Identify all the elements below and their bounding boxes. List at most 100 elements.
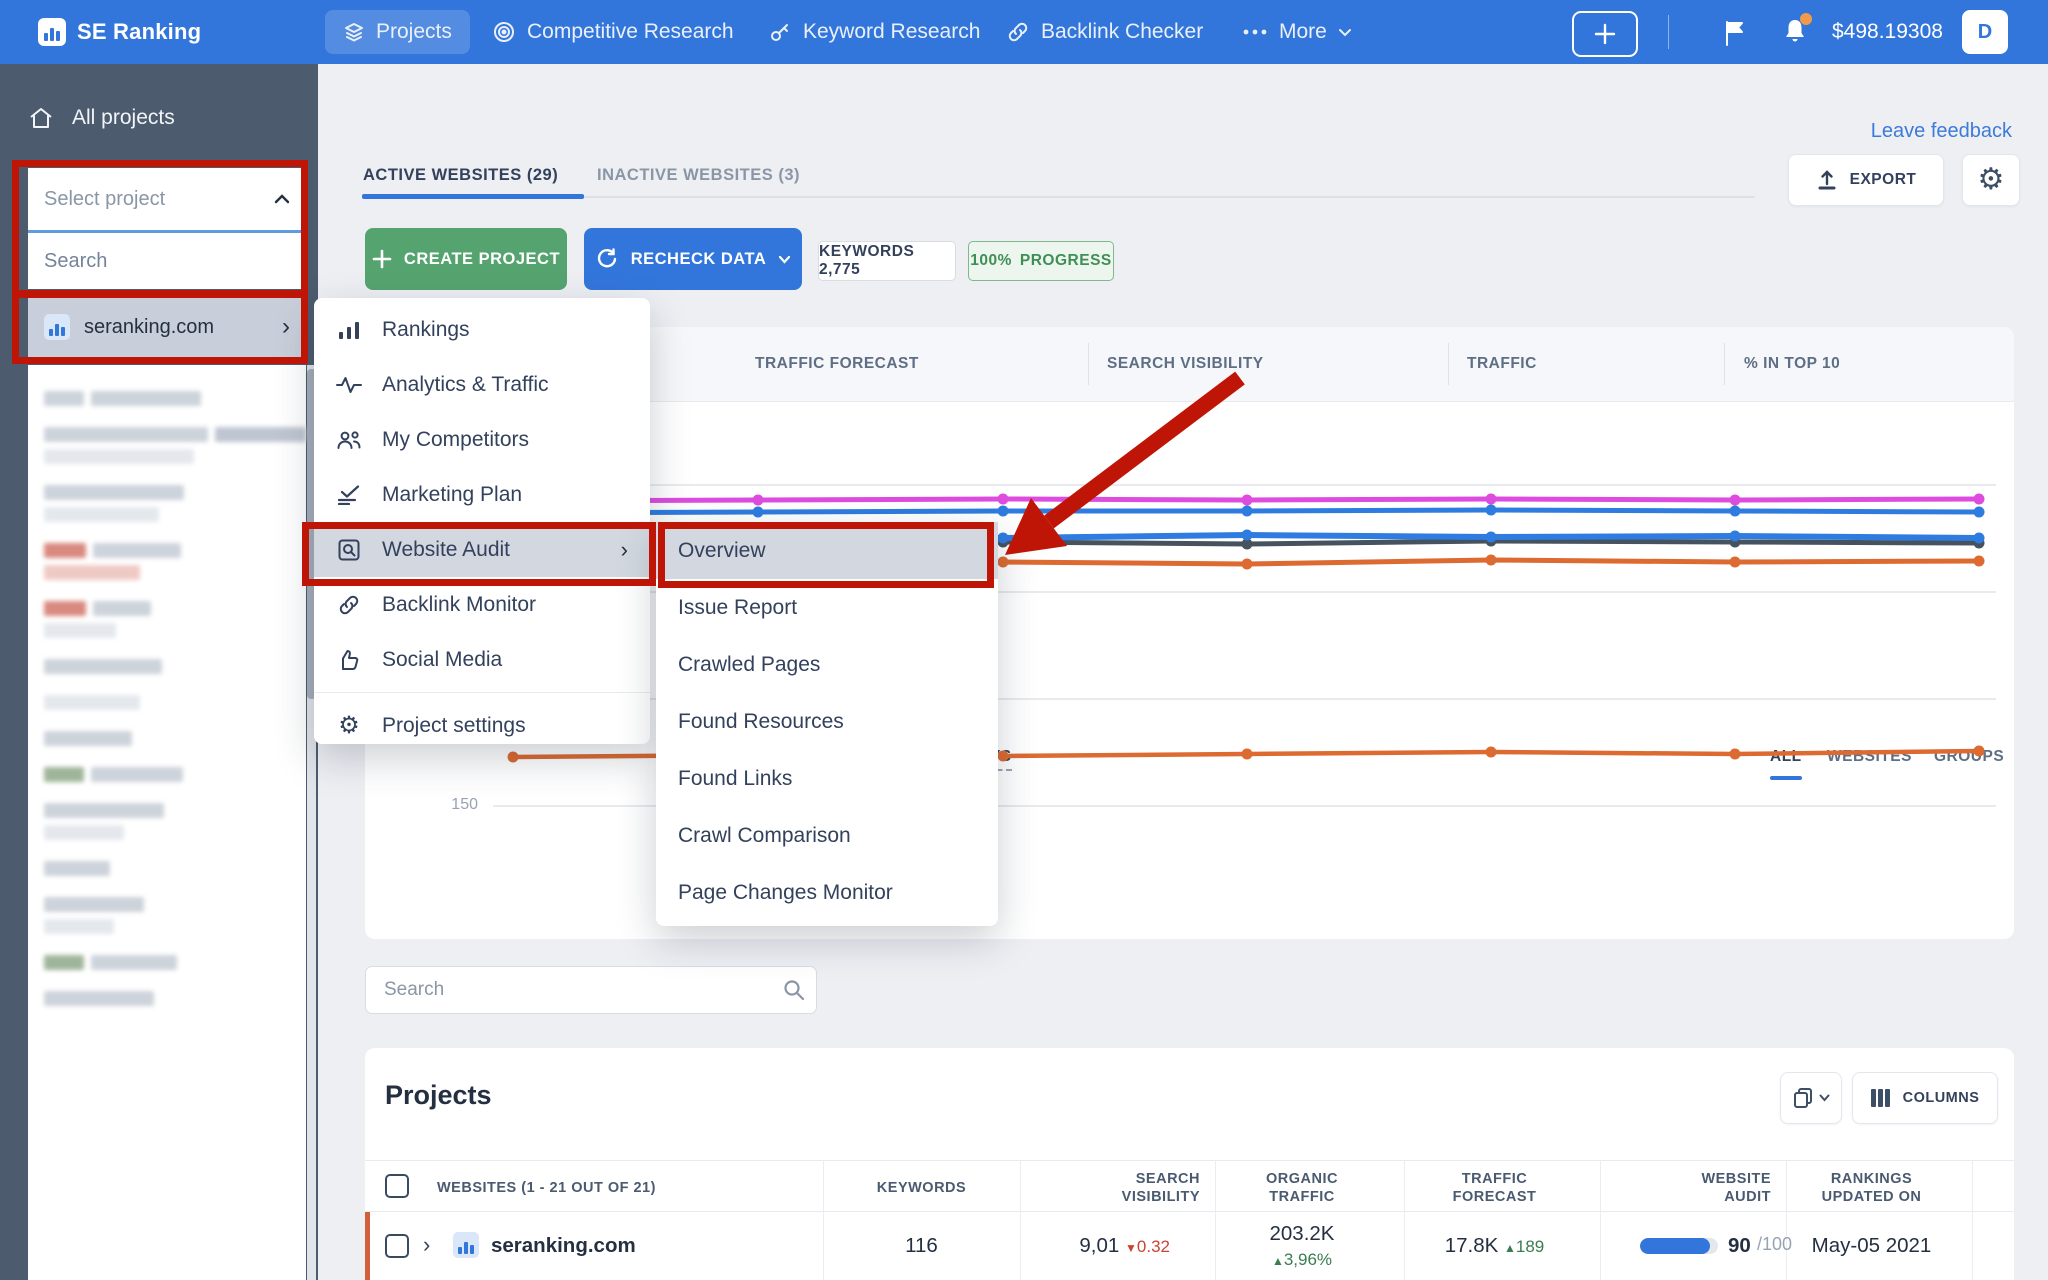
col-organic-traffic[interactable]: ORGANIC TRAFFIC [1266,1171,1338,1206]
settings-button[interactable]: ⚙ [1962,154,2020,206]
sv-delta: ▼0.32 [1125,1237,1170,1256]
col-keywords[interactable]: KEYWORDS [876,1180,967,1196]
select-project-dropdown[interactable]: Select project [28,168,306,230]
ot-delta-value: 3,96% [1283,1249,1333,1269]
column-divider [1215,1160,1216,1280]
nav-item-projects[interactable]: Projects [325,10,470,54]
balance-value: $498.19308 [1832,20,1943,43]
menu-item-my-competitors[interactable]: My Competitors [314,412,650,467]
add-button[interactable] [1572,11,1638,57]
col-rankings-updated[interactable]: RANKINGS UPDATED ON [1821,1171,1922,1206]
row-checkbox[interactable] [385,1234,409,1258]
app-logo[interactable]: SE Ranking [38,0,201,64]
col-website-audit[interactable]: WEBSITE AUDIT [1701,1171,1771,1206]
col-search-visibility[interactable]: SEARCH VISIBILITY [1121,1171,1200,1206]
row-expander[interactable]: › [423,1232,431,1257]
progress-value: 100% [970,252,1012,269]
chevron-down-icon [778,255,791,264]
menu-item-marketing-plan[interactable]: Marketing Plan [314,467,650,522]
columns-label: COLUMNS [1902,1090,1980,1106]
export-label: EXPORT [1849,171,1917,188]
menu-item-label: Backlink Monitor [382,592,537,616]
blurred-project-item [44,803,306,840]
tf-value: 17.8K [1444,1234,1499,1257]
sidebar-item-all-projects[interactable]: All projects [28,106,175,130]
chainlink-icon [336,593,362,617]
scrollbar-track[interactable] [307,365,316,1280]
submenu-item-found-links[interactable]: Found Links [678,766,793,790]
all-projects-label: All projects [72,106,175,129]
nav-item-keyword-research[interactable]: Keyword Research [768,0,980,64]
notification-badge [1800,13,1812,25]
copy-icon [1793,1087,1813,1109]
scope-tab-groups[interactable]: GROUPS [1934,748,2005,765]
nav-item-more[interactable]: More [1242,0,1352,64]
nav-label: Keyword Research [803,20,981,43]
submenu-item-crawl-comparison[interactable]: Crawl Comparison [678,823,851,847]
project-search-input[interactable] [28,233,306,289]
upload-icon [1816,169,1838,191]
submenu-item-found-resources[interactable]: Found Resources [678,709,844,733]
blurred-project-item [44,695,306,710]
col-traffic-forecast[interactable]: TRAFFIC FORECAST [1452,1171,1537,1206]
chart-tab-traffic[interactable]: TRAFFIC [1467,355,1537,372]
flag-icon[interactable] [1722,19,1748,47]
scope-active-underline [1770,776,1802,780]
nav-item-backlink-checker[interactable]: Backlink Checker [1006,0,1203,64]
recheck-data-button[interactable]: RECHECK DATA [584,228,802,290]
chart-tab--in-top-10[interactable]: % IN TOP 10 [1744,355,1841,372]
search-icon [782,978,806,1002]
menu-item-project-settings[interactable]: ⚙ Project settings [314,698,650,753]
blurred-project-item [44,731,306,746]
submenu-item-crawled-pages[interactable]: Crawled Pages [678,652,821,676]
submenu-item-issue-report[interactable]: Issue Report [678,595,798,619]
menu-item-social-media[interactable]: Social Media [314,632,650,687]
chart-tab-search-visibility[interactable]: SEARCH VISIBILITY [1107,355,1264,372]
tab-inactive-websites[interactable]: INACTIVE WEBSITES (3) [597,166,801,184]
chart-tab-traffic-forecast[interactable]: TRAFFIC FORECAST [755,355,919,372]
row-search-visibility: 9,01 ▼0.32 [1020,1234,1170,1258]
blurred-project-item [44,601,306,638]
keywords-count-badge: KEYWORDS 2,775 [818,241,956,281]
projects-sidebar: All projects Select project seranking.co… [0,64,318,1280]
gear-icon: ⚙ [1977,163,2005,196]
leave-feedback-link[interactable]: Leave feedback [1870,120,2012,142]
submenu-item-overview[interactable]: Overview [656,522,998,579]
websites-search-input[interactable] [365,966,817,1014]
column-divider [823,1160,824,1280]
tab-active-websites[interactable]: ACTIVE WEBSITES (29) [363,166,559,184]
menu-item-label: Website Audit [382,537,511,561]
row-keywords: 116 [905,1234,938,1257]
account-balance[interactable]: $498.19308 [1832,0,1943,64]
col-websites[interactable]: WEBSITES (1 - 21 out of 21) [437,1180,656,1196]
menu-item-website-audit[interactable]: Website Audit › [314,522,650,577]
export-button[interactable]: EXPORT [1788,154,1944,206]
menu-item-backlink-monitor[interactable]: Backlink Monitor [314,577,650,632]
selected-project-name: seranking.com [84,315,215,338]
plan-icon [336,484,362,505]
columns-button[interactable]: COLUMNS [1852,1072,1998,1124]
notifications-bell[interactable] [1782,13,1812,47]
scope-tab-all[interactable]: ALL [1770,748,1802,765]
select-all-checkbox[interactable] [385,1174,409,1198]
ot-value: 203.2K [1269,1222,1335,1245]
top-navigation-bar: SE Ranking Projects Competitive Research… [0,0,2048,64]
active-tab-underline [362,194,584,199]
create-project-button[interactable]: CREATE PROJECT [365,228,567,290]
menu-divider [314,692,650,693]
people-icon [336,430,362,450]
avatar[interactable]: D [1962,10,2008,54]
menu-item-label: Analytics & Traffic [382,372,549,396]
tf-delta: ▲189 [1504,1237,1544,1256]
submenu-item-page-changes-monitor[interactable]: Page Changes Monitor [678,880,893,904]
menu-item-rankings[interactable]: Rankings [314,302,650,357]
row-audit-score: 90 [1728,1234,1751,1257]
nav-item-competitive-research[interactable]: Competitive Research [492,0,734,64]
copy-view-button[interactable] [1780,1072,1842,1124]
selected-project-item[interactable]: seranking.com › [28,296,306,358]
scrollbar-thumb[interactable] [307,369,316,699]
menu-item-label: My Competitors [382,427,530,451]
menu-item-analytics-traffic[interactable]: Analytics & Traffic [314,357,650,412]
scope-tab-websites[interactable]: WEBSITES [1827,748,1912,765]
row-website-name[interactable]: seranking.com [491,1234,636,1257]
